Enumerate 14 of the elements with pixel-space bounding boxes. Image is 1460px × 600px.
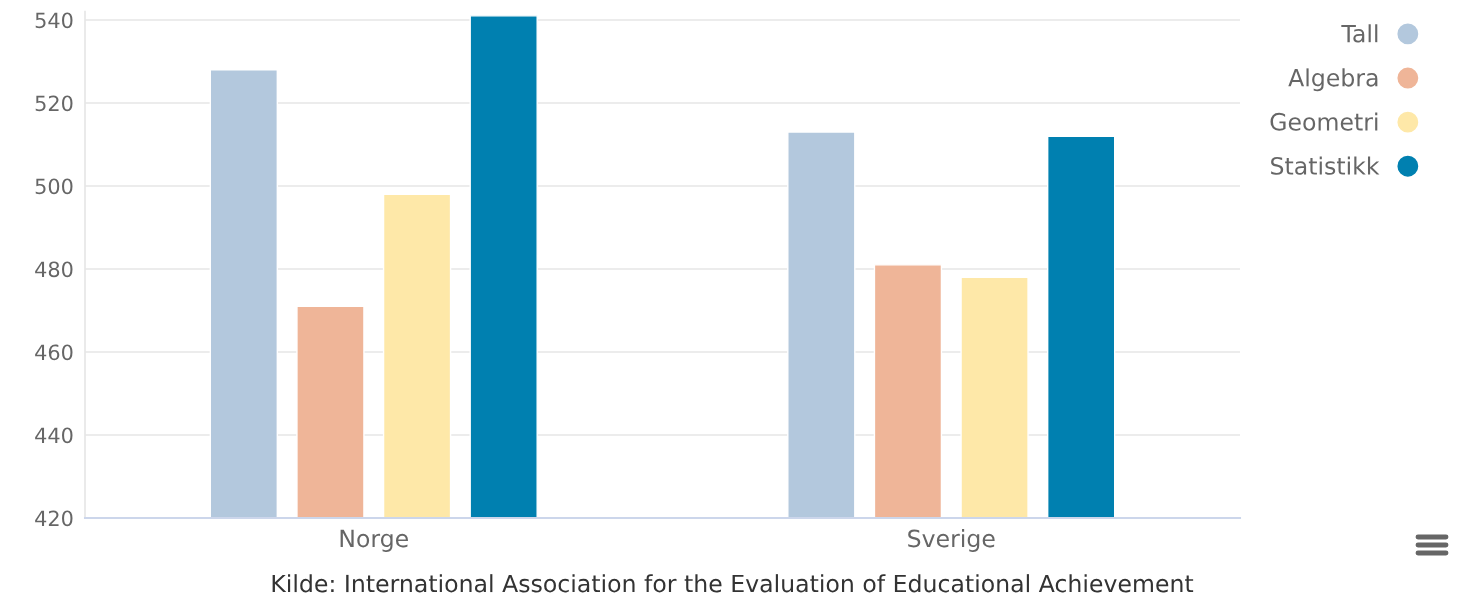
- legend-label: Tall: [1341, 24, 1378, 43]
- y-tick-label: 540: [35, 12, 73, 29]
- x-tick-label: Norge: [340, 529, 408, 552]
- y-tick-label: 500: [35, 178, 73, 195]
- x-tick-label: Sverige: [908, 529, 995, 552]
- y-tick-label: 420: [35, 510, 73, 527]
- legend-label: Statistikk: [1271, 156, 1380, 175]
- y-tick-label: 520: [35, 95, 73, 112]
- legend-label: Geometri: [1270, 112, 1378, 131]
- y-tick-label: 440: [35, 427, 73, 444]
- text: Kilde: International Association for the Evaluation of Educational Achievement: [272, 574, 1194, 593]
- y-tick-label: 480: [35, 261, 73, 278]
- y-tick-label: 460: [35, 344, 73, 361]
- legend-label: Algebra: [1288, 68, 1378, 92]
